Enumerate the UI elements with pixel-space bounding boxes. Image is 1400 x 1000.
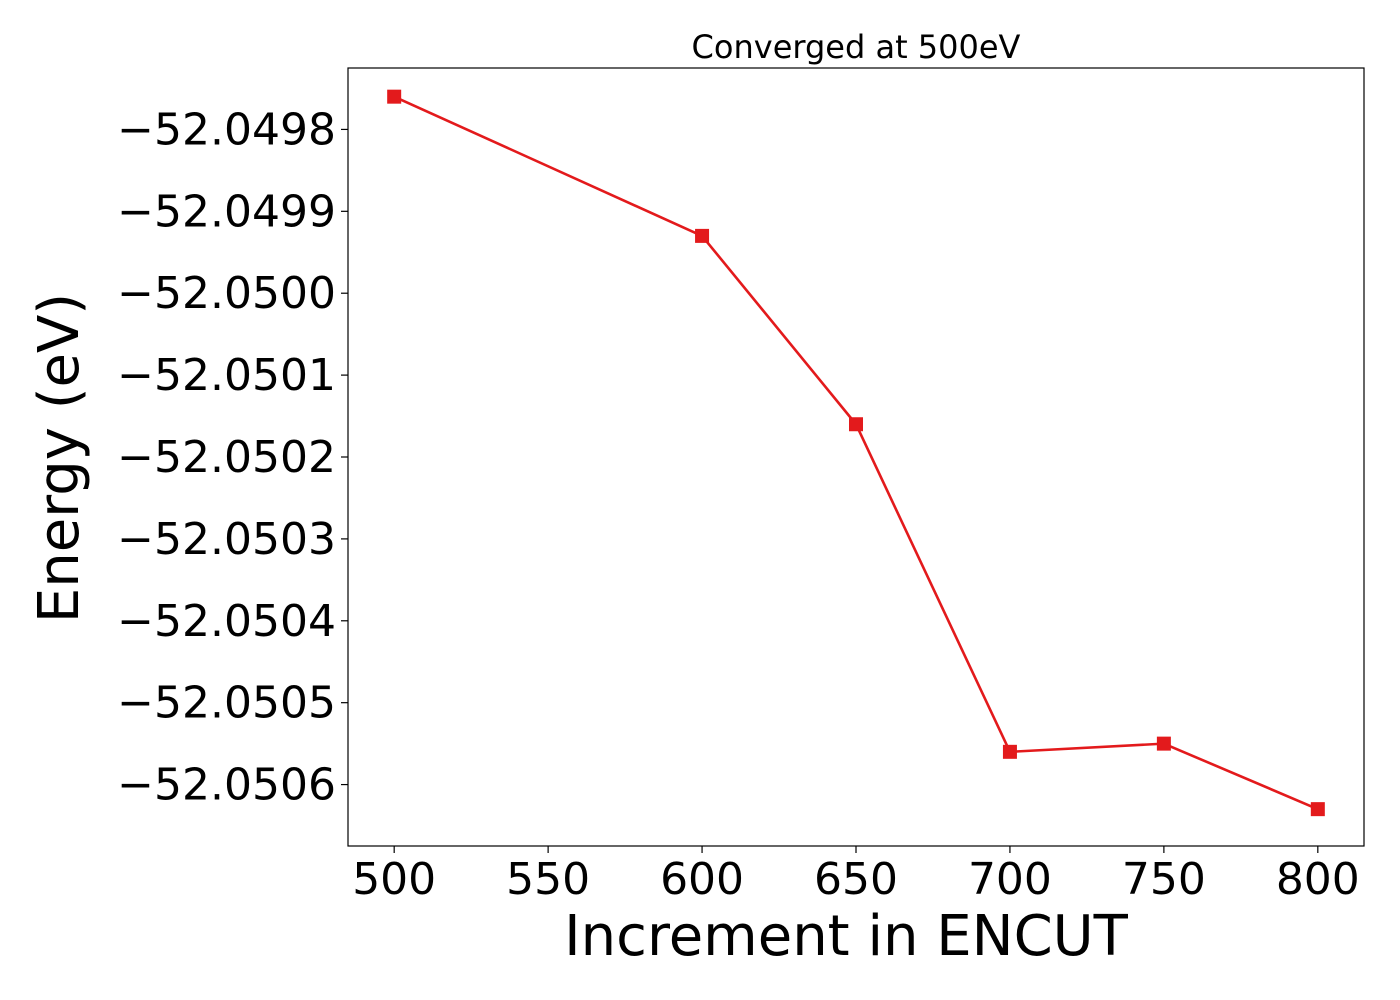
axis-ticks: 500 550 600 650 700 750 800 −52.0498 −52.0499 −52…: [117, 104, 1360, 905]
y-tick-label: −52.0498: [117, 104, 336, 155]
x-tick-label: 550: [506, 854, 590, 905]
x-tick-label: 750: [1122, 854, 1206, 905]
data-point-marker: [695, 228, 710, 243]
y-tick-label: −52.0506: [117, 760, 336, 811]
plot-area-frame: [347, 67, 1365, 847]
y-axis-label: Energy (eV): [27, 293, 92, 623]
y-tick-label: −52.0505: [117, 678, 336, 729]
y-tick-label: −52.0501: [117, 350, 336, 401]
x-tick-label: 500: [352, 854, 436, 905]
series-line: [393, 95, 1319, 811]
data-point-marker: [849, 417, 863, 432]
chart-title: Converged at 500eV: [692, 28, 1021, 66]
y-tick-label: −52.0503: [117, 514, 336, 565]
series-layer: [387, 89, 1325, 817]
y-tick-label: −52.0502: [117, 432, 336, 483]
y-tick-label: −52.0499: [117, 186, 336, 237]
data-point-marker: [1310, 802, 1325, 817]
x-tick-label: 700: [968, 854, 1052, 905]
data-point-marker: [1156, 736, 1171, 751]
data-point-marker: [387, 89, 402, 104]
data-point-marker: [1002, 744, 1017, 759]
x-tick-label: 600: [660, 854, 744, 905]
y-tick-label: −52.0500: [117, 268, 336, 319]
x-axis-label: Increment in ENCUT: [564, 904, 1129, 969]
x-tick-label: 650: [814, 854, 898, 905]
x-tick-label: 800: [1276, 854, 1360, 905]
y-tick-label: −52.0504: [117, 596, 336, 647]
